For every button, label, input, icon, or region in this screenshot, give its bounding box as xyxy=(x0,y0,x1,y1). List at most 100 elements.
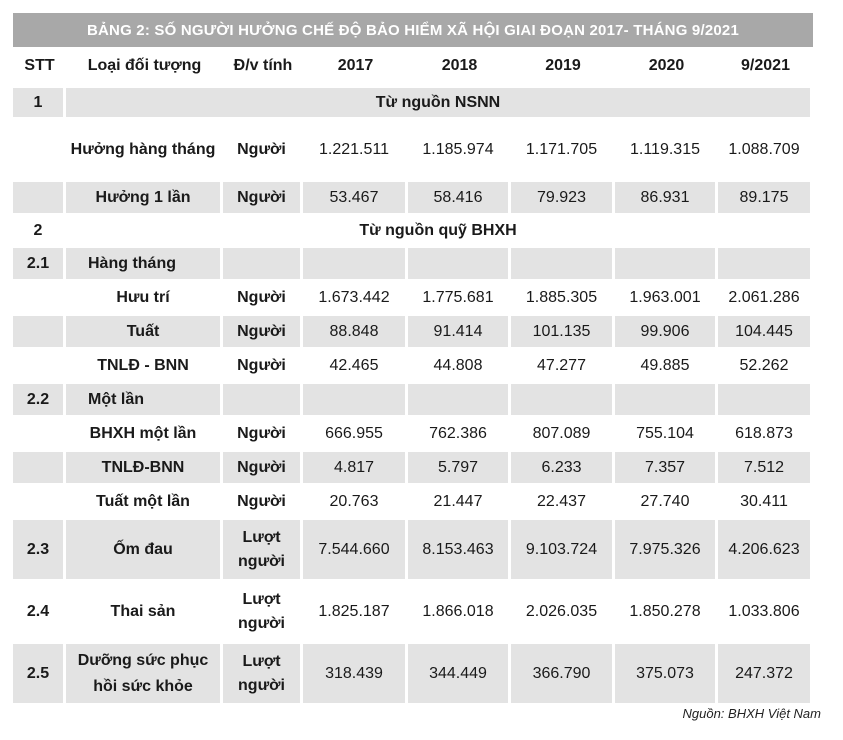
row-stt: 2.3 xyxy=(13,520,66,582)
row-unit: Lượt người xyxy=(223,644,303,706)
table-row: Hưởng hàng tháng Người 1.221.511 1.185.974 1… xyxy=(13,120,813,182)
value-cell: 666.955 xyxy=(303,418,408,452)
value-cell: 7.357 xyxy=(615,452,718,486)
value-cell: 1.033.806 xyxy=(718,582,813,644)
value-cell: 807.089 xyxy=(511,418,615,452)
value-cell: 1.963.001 xyxy=(615,282,718,316)
value-cell: 4.206.623 xyxy=(718,520,813,582)
row-stt xyxy=(13,120,66,182)
value-cell: 44.808 xyxy=(408,350,511,384)
value-cell: 366.790 xyxy=(511,644,615,706)
row-label: Tuất một lần xyxy=(66,486,223,520)
value-cell: 2.026.035 xyxy=(511,582,615,644)
empty-cell xyxy=(303,248,408,282)
value-cell: 22.437 xyxy=(511,486,615,520)
row-unit: Người xyxy=(223,182,303,216)
value-cell: 762.386 xyxy=(408,418,511,452)
empty-cell xyxy=(718,384,813,418)
source-note: Nguồn: BHXH Việt Nam xyxy=(682,706,822,721)
row-label: TNLĐ - BNN xyxy=(66,350,223,384)
header-type: Loại đối tượng xyxy=(66,47,223,88)
section-label: Từ nguồn NSNN xyxy=(66,88,813,120)
row-label: Hưởng hàng tháng xyxy=(66,120,223,182)
row-stt: 1 xyxy=(13,88,66,120)
table-row: 2.4 Thai sản Lượt người 1.825.187 1.866.018 2… xyxy=(13,582,813,644)
value-cell: 30.411 xyxy=(718,486,813,520)
value-cell: 7.975.326 xyxy=(615,520,718,582)
value-cell: 1.673.442 xyxy=(303,282,408,316)
value-cell: 318.439 xyxy=(303,644,408,706)
empty-cell xyxy=(303,384,408,418)
row-unit: Lượt người xyxy=(223,520,303,582)
table-row: Tuất một lần Người 20.763 21.447 22.437 27.74… xyxy=(13,486,813,520)
row-stt: 2.2 xyxy=(13,384,66,418)
value-cell: 20.763 xyxy=(303,486,408,520)
empty-cell xyxy=(408,384,511,418)
row-stt xyxy=(13,182,66,216)
table-title: BẢNG 2: SỐ NGƯỜI HƯỞNG CHẾ ĐỘ BẢO HIỂM X… xyxy=(13,13,813,47)
value-cell: 5.797 xyxy=(408,452,511,486)
value-cell: 47.277 xyxy=(511,350,615,384)
value-cell: 1.885.305 xyxy=(511,282,615,316)
group-label: Một lần xyxy=(66,384,223,418)
empty-cell xyxy=(223,384,303,418)
value-cell: 7.544.660 xyxy=(303,520,408,582)
row-stt xyxy=(13,486,66,520)
row-stt: 2 xyxy=(13,216,66,248)
value-cell: 618.873 xyxy=(718,418,813,452)
empty-cell xyxy=(615,248,718,282)
row-stt: 2.1 xyxy=(13,248,66,282)
row-stt: 2.4 xyxy=(13,582,66,644)
header-2021-09: 9/2021 xyxy=(718,47,813,88)
table-row: 2 Từ nguồn quỹ BHXH xyxy=(13,216,813,248)
value-cell: 101.135 xyxy=(511,316,615,350)
row-unit: Người xyxy=(223,486,303,520)
value-cell: 2.061.286 xyxy=(718,282,813,316)
value-cell: 52.262 xyxy=(718,350,813,384)
value-cell: 27.740 xyxy=(615,486,718,520)
value-cell: 1.850.278 xyxy=(615,582,718,644)
value-cell: 1.775.681 xyxy=(408,282,511,316)
value-cell: 6.233 xyxy=(511,452,615,486)
table-row: 2.5 Dưỡng sức phục hồi sức khỏe Lượt người… xyxy=(13,644,813,706)
row-unit: Người xyxy=(223,350,303,384)
empty-cell xyxy=(223,248,303,282)
table-row: 2.2 Một lần xyxy=(13,384,813,418)
header-unit: Đ/v tính xyxy=(223,47,303,88)
value-cell: 9.103.724 xyxy=(511,520,615,582)
value-cell: 4.817 xyxy=(303,452,408,486)
row-label: Hưởng 1 lần xyxy=(66,182,223,216)
row-label: Thai sản xyxy=(66,582,223,644)
group-label: Hàng tháng xyxy=(66,248,223,282)
value-cell: 1.119.315 xyxy=(615,120,718,182)
value-cell: 21.447 xyxy=(408,486,511,520)
table-container: BẢNG 2: SỐ NGƯỜI HƯỞNG CHẾ ĐỘ BẢO HIỂM X… xyxy=(13,13,813,706)
row-unit: Người xyxy=(223,120,303,182)
value-cell: 755.104 xyxy=(615,418,718,452)
row-unit: Người xyxy=(223,316,303,350)
value-cell: 344.449 xyxy=(408,644,511,706)
row-stt: 2.5 xyxy=(13,644,66,706)
row-unit: Người xyxy=(223,282,303,316)
value-cell: 1.185.974 xyxy=(408,120,511,182)
header-2017: 2017 xyxy=(303,47,408,88)
empty-cell xyxy=(718,248,813,282)
value-cell: 79.923 xyxy=(511,182,615,216)
table-row: TNLĐ - BNN Người 42.465 44.808 47.277 49.885 5… xyxy=(13,350,813,384)
value-cell: 86.931 xyxy=(615,182,718,216)
value-cell: 1.171.705 xyxy=(511,120,615,182)
value-cell: 89.175 xyxy=(718,182,813,216)
value-cell: 375.073 xyxy=(615,644,718,706)
value-cell: 1.866.018 xyxy=(408,582,511,644)
value-cell: 8.153.463 xyxy=(408,520,511,582)
empty-cell xyxy=(511,248,615,282)
value-cell: 58.416 xyxy=(408,182,511,216)
table-row: BHXH một lần Người 666.955 762.386 807.089 75… xyxy=(13,418,813,452)
row-unit: Người xyxy=(223,418,303,452)
value-cell: 49.885 xyxy=(615,350,718,384)
empty-cell xyxy=(408,248,511,282)
value-cell: 247.372 xyxy=(718,644,813,706)
empty-cell xyxy=(511,384,615,418)
table-row: 1 Từ nguồn NSNN xyxy=(13,88,813,120)
value-cell: 42.465 xyxy=(303,350,408,384)
